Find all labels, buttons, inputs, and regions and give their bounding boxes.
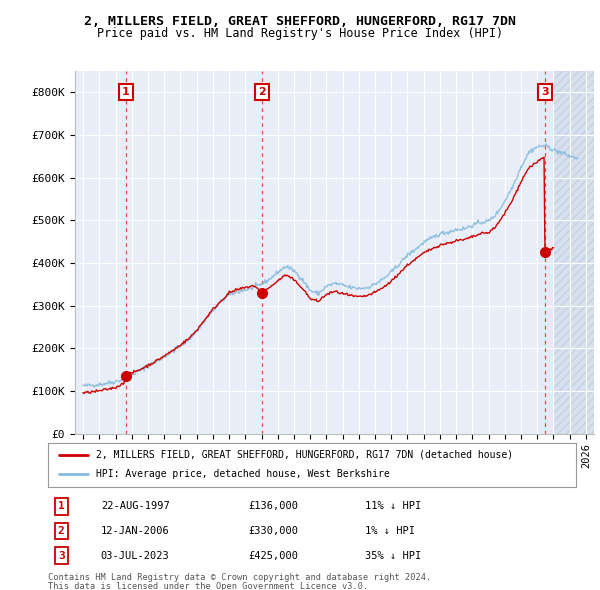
- Text: £330,000: £330,000: [248, 526, 299, 536]
- Text: 2, MILLERS FIELD, GREAT SHEFFORD, HUNGERFORD, RG17 7DN: 2, MILLERS FIELD, GREAT SHEFFORD, HUNGER…: [84, 15, 516, 28]
- Text: 2, MILLERS FIELD, GREAT SHEFFORD, HUNGERFORD, RG17 7DN (detached house): 2, MILLERS FIELD, GREAT SHEFFORD, HUNGER…: [95, 450, 512, 460]
- Text: 2: 2: [258, 87, 266, 97]
- Bar: [537, 71, 553, 434]
- Bar: [553, 71, 594, 434]
- Text: This data is licensed under the Open Government Licence v3.0.: This data is licensed under the Open Gov…: [48, 582, 368, 590]
- Text: 1% ↓ HPI: 1% ↓ HPI: [365, 526, 415, 536]
- Text: Price paid vs. HM Land Registry's House Price Index (HPI): Price paid vs. HM Land Registry's House …: [97, 27, 503, 40]
- Text: 1: 1: [122, 87, 130, 97]
- Text: 3: 3: [58, 550, 65, 560]
- Text: 11% ↓ HPI: 11% ↓ HPI: [365, 502, 421, 512]
- Text: £425,000: £425,000: [248, 550, 299, 560]
- Text: £136,000: £136,000: [248, 502, 299, 512]
- Text: 22-AUG-1997: 22-AUG-1997: [101, 502, 170, 512]
- Text: Contains HM Land Registry data © Crown copyright and database right 2024.: Contains HM Land Registry data © Crown c…: [48, 573, 431, 582]
- Text: 1: 1: [58, 502, 65, 512]
- Text: 03-JUL-2023: 03-JUL-2023: [101, 550, 170, 560]
- Bar: [553, 71, 594, 434]
- Text: 35% ↓ HPI: 35% ↓ HPI: [365, 550, 421, 560]
- Text: 12-JAN-2006: 12-JAN-2006: [101, 526, 170, 536]
- Text: HPI: Average price, detached house, West Berkshire: HPI: Average price, detached house, West…: [95, 470, 389, 479]
- Text: 3: 3: [542, 87, 549, 97]
- Text: 2: 2: [58, 526, 65, 536]
